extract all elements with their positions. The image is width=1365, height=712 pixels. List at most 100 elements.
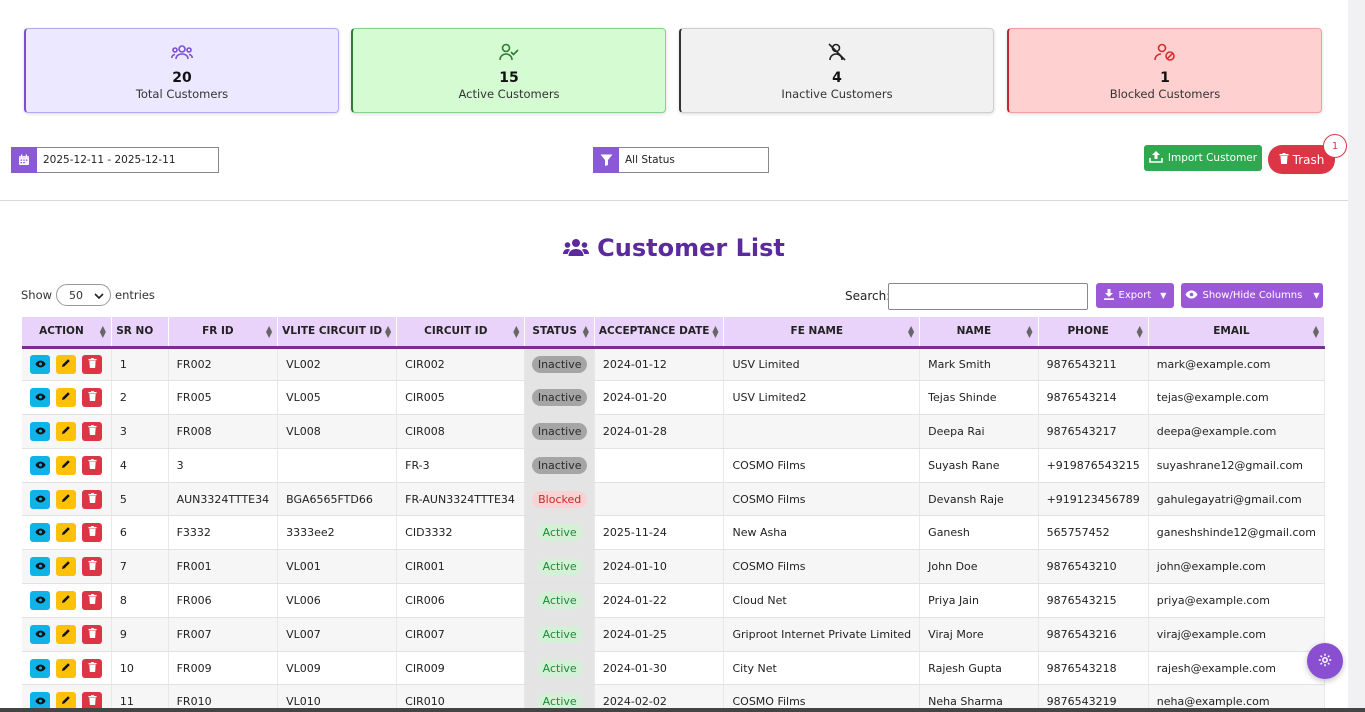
filter-icon[interactable] xyxy=(593,147,619,173)
page-title: Customer List xyxy=(0,234,1348,262)
delete-button[interactable] xyxy=(82,354,102,374)
col-header-phone[interactable]: PHONE ▲ ▼ xyxy=(1038,317,1149,349)
cell-sr: 3 xyxy=(111,414,169,449)
export-button[interactable]: Export ▼ xyxy=(1096,283,1174,308)
edit-button[interactable] xyxy=(56,590,76,610)
delete-button[interactable] xyxy=(82,557,102,577)
status-badge: Inactive xyxy=(531,355,588,373)
show-hide-columns-label: Show/Hide Columns xyxy=(1202,290,1303,301)
view-button[interactable] xyxy=(30,421,50,441)
edit-button[interactable] xyxy=(56,692,76,712)
cell-circuit: CIR005 xyxy=(396,380,526,416)
col-header-name[interactable]: NAME ▲ ▼ xyxy=(919,317,1039,349)
edit-button[interactable] xyxy=(56,388,76,408)
cell-fe: New Asha xyxy=(723,515,921,551)
trash-icon xyxy=(87,526,97,539)
pencil-icon xyxy=(61,628,71,641)
col-header-status[interactable]: STATUS ▲ ▼ xyxy=(524,317,595,349)
cell-name: Suyash Rane xyxy=(919,448,1039,483)
delete-button[interactable] xyxy=(82,489,102,509)
delete-button[interactable] xyxy=(82,523,102,543)
settings-fab-button[interactable] xyxy=(1307,643,1343,679)
cell-fr: FR007 xyxy=(168,617,279,652)
cell-circuit: CIR010 xyxy=(396,684,526,712)
cell-phone: 9876543211 xyxy=(1038,347,1149,382)
edit-button[interactable] xyxy=(56,624,76,644)
delete-button[interactable] xyxy=(82,624,102,644)
cell-status: Inactive xyxy=(524,380,595,416)
edit-button[interactable] xyxy=(56,557,76,577)
trash-icon xyxy=(87,594,97,607)
view-button[interactable] xyxy=(30,388,50,408)
cell-sr: 7 xyxy=(111,549,169,585)
entries-select[interactable]: 50 xyxy=(56,284,112,306)
col-header-vlite-circuit-id[interactable]: VLITE CIRCUIT ID ▲ ▼ xyxy=(277,317,398,349)
edit-button[interactable] xyxy=(56,455,76,475)
stat-card-blocked[interactable]: 1 Blocked Customers xyxy=(1007,28,1322,113)
status-badge: Blocked xyxy=(532,490,588,508)
date-range-input[interactable]: 2025-12-11 - 2025-12-11 xyxy=(37,147,219,173)
col-header-email[interactable]: EMAIL ▲ ▼ xyxy=(1148,317,1326,349)
show-hide-columns-button[interactable]: Show/Hide Columns ▼ xyxy=(1181,283,1323,308)
view-button[interactable] xyxy=(30,658,50,678)
status-select[interactable]: All Status xyxy=(619,147,769,173)
delete-button[interactable] xyxy=(82,658,102,678)
table-row: 8 FR006 VL006 CIR006 Active 2024-01-22 Cloud N… xyxy=(22,583,1326,618)
col-header-action[interactable]: ACTION ▲ ▼ xyxy=(22,317,112,349)
stat-card-inactive[interactable]: 4 Inactive Customers xyxy=(679,28,994,113)
edit-button[interactable] xyxy=(56,354,76,374)
table-header-row: ACTION ▲ ▼ SR NO FR ID ▲ ▼ VLITE CIRCUIT ID ▲… xyxy=(22,317,1326,349)
edit-button[interactable] xyxy=(56,658,76,678)
edit-button[interactable] xyxy=(56,523,76,543)
pencil-icon xyxy=(61,526,71,539)
user-blocked-icon xyxy=(1154,41,1176,63)
view-button[interactable] xyxy=(30,692,50,712)
view-button[interactable] xyxy=(30,624,50,644)
col-header-sr-no[interactable]: SR NO xyxy=(111,317,169,349)
delete-button[interactable] xyxy=(82,455,102,475)
search-input[interactable] xyxy=(888,283,1088,310)
view-button[interactable] xyxy=(30,489,50,509)
cell-date: 2024-01-20 xyxy=(594,380,725,416)
view-button[interactable] xyxy=(30,523,50,543)
cell-status: Active xyxy=(524,684,595,712)
delete-button[interactable] xyxy=(82,421,102,441)
edit-button[interactable] xyxy=(56,421,76,441)
col-header-fe-name[interactable]: FE NAME ▲ ▼ xyxy=(723,317,921,349)
calendar-icon[interactable] xyxy=(11,147,37,173)
status-filter[interactable]: All Status xyxy=(593,147,769,173)
cell-email: deepa@example.com xyxy=(1148,414,1326,449)
edit-button[interactable] xyxy=(56,489,76,509)
view-button[interactable] xyxy=(30,455,50,475)
cell-phone: 9876543219 xyxy=(1038,684,1149,712)
cell-fe: COSMO Films xyxy=(723,549,921,585)
col-header-acceptance-date[interactable]: ACCEPTANCE DATE ▲ ▼ xyxy=(594,317,725,349)
table-row: 2 FR005 VL005 CIR005 Inactive 2024-01-20 USV L… xyxy=(22,380,1326,416)
view-button[interactable] xyxy=(30,557,50,577)
date-range-filter[interactable]: 2025-12-11 - 2025-12-11 xyxy=(11,147,219,173)
view-button[interactable] xyxy=(30,590,50,610)
delete-button[interactable] xyxy=(82,388,102,408)
eye-icon xyxy=(34,628,46,641)
scrollbar-track[interactable] xyxy=(1348,0,1365,712)
col-header-circuit-id[interactable]: CIRCUIT ID ▲ ▼ xyxy=(396,317,526,349)
delete-button[interactable] xyxy=(82,590,102,610)
stat-inactive-value: 4 xyxy=(832,69,842,86)
cell-fe: Cloud Net xyxy=(723,583,921,618)
cell-email: gahulegayatri@gmail.com xyxy=(1148,482,1326,517)
cell-vlite: VL010 xyxy=(277,684,398,712)
delete-button[interactable] xyxy=(82,692,102,712)
cell-name: Priya Jain xyxy=(919,583,1039,618)
stat-card-total[interactable]: 20 Total Customers xyxy=(24,28,339,113)
view-button[interactable] xyxy=(30,354,50,374)
import-customer-button[interactable]: Import Customer xyxy=(1144,145,1262,171)
col-header-fr-id[interactable]: FR ID ▲ ▼ xyxy=(168,317,279,349)
show-entries: Show 50 entries xyxy=(21,284,155,306)
eye-icon xyxy=(34,560,46,573)
download-icon xyxy=(1103,288,1114,303)
stat-card-active[interactable]: 15 Active Customers xyxy=(351,28,666,113)
cell-status: Active xyxy=(524,651,595,686)
table-row: 5 AUN3324TTTE34 BGA6565FTD66 FR-AUN3324TTTE… xyxy=(22,482,1326,517)
cell-status: Blocked xyxy=(524,482,595,517)
cell-status: Active xyxy=(524,515,595,551)
